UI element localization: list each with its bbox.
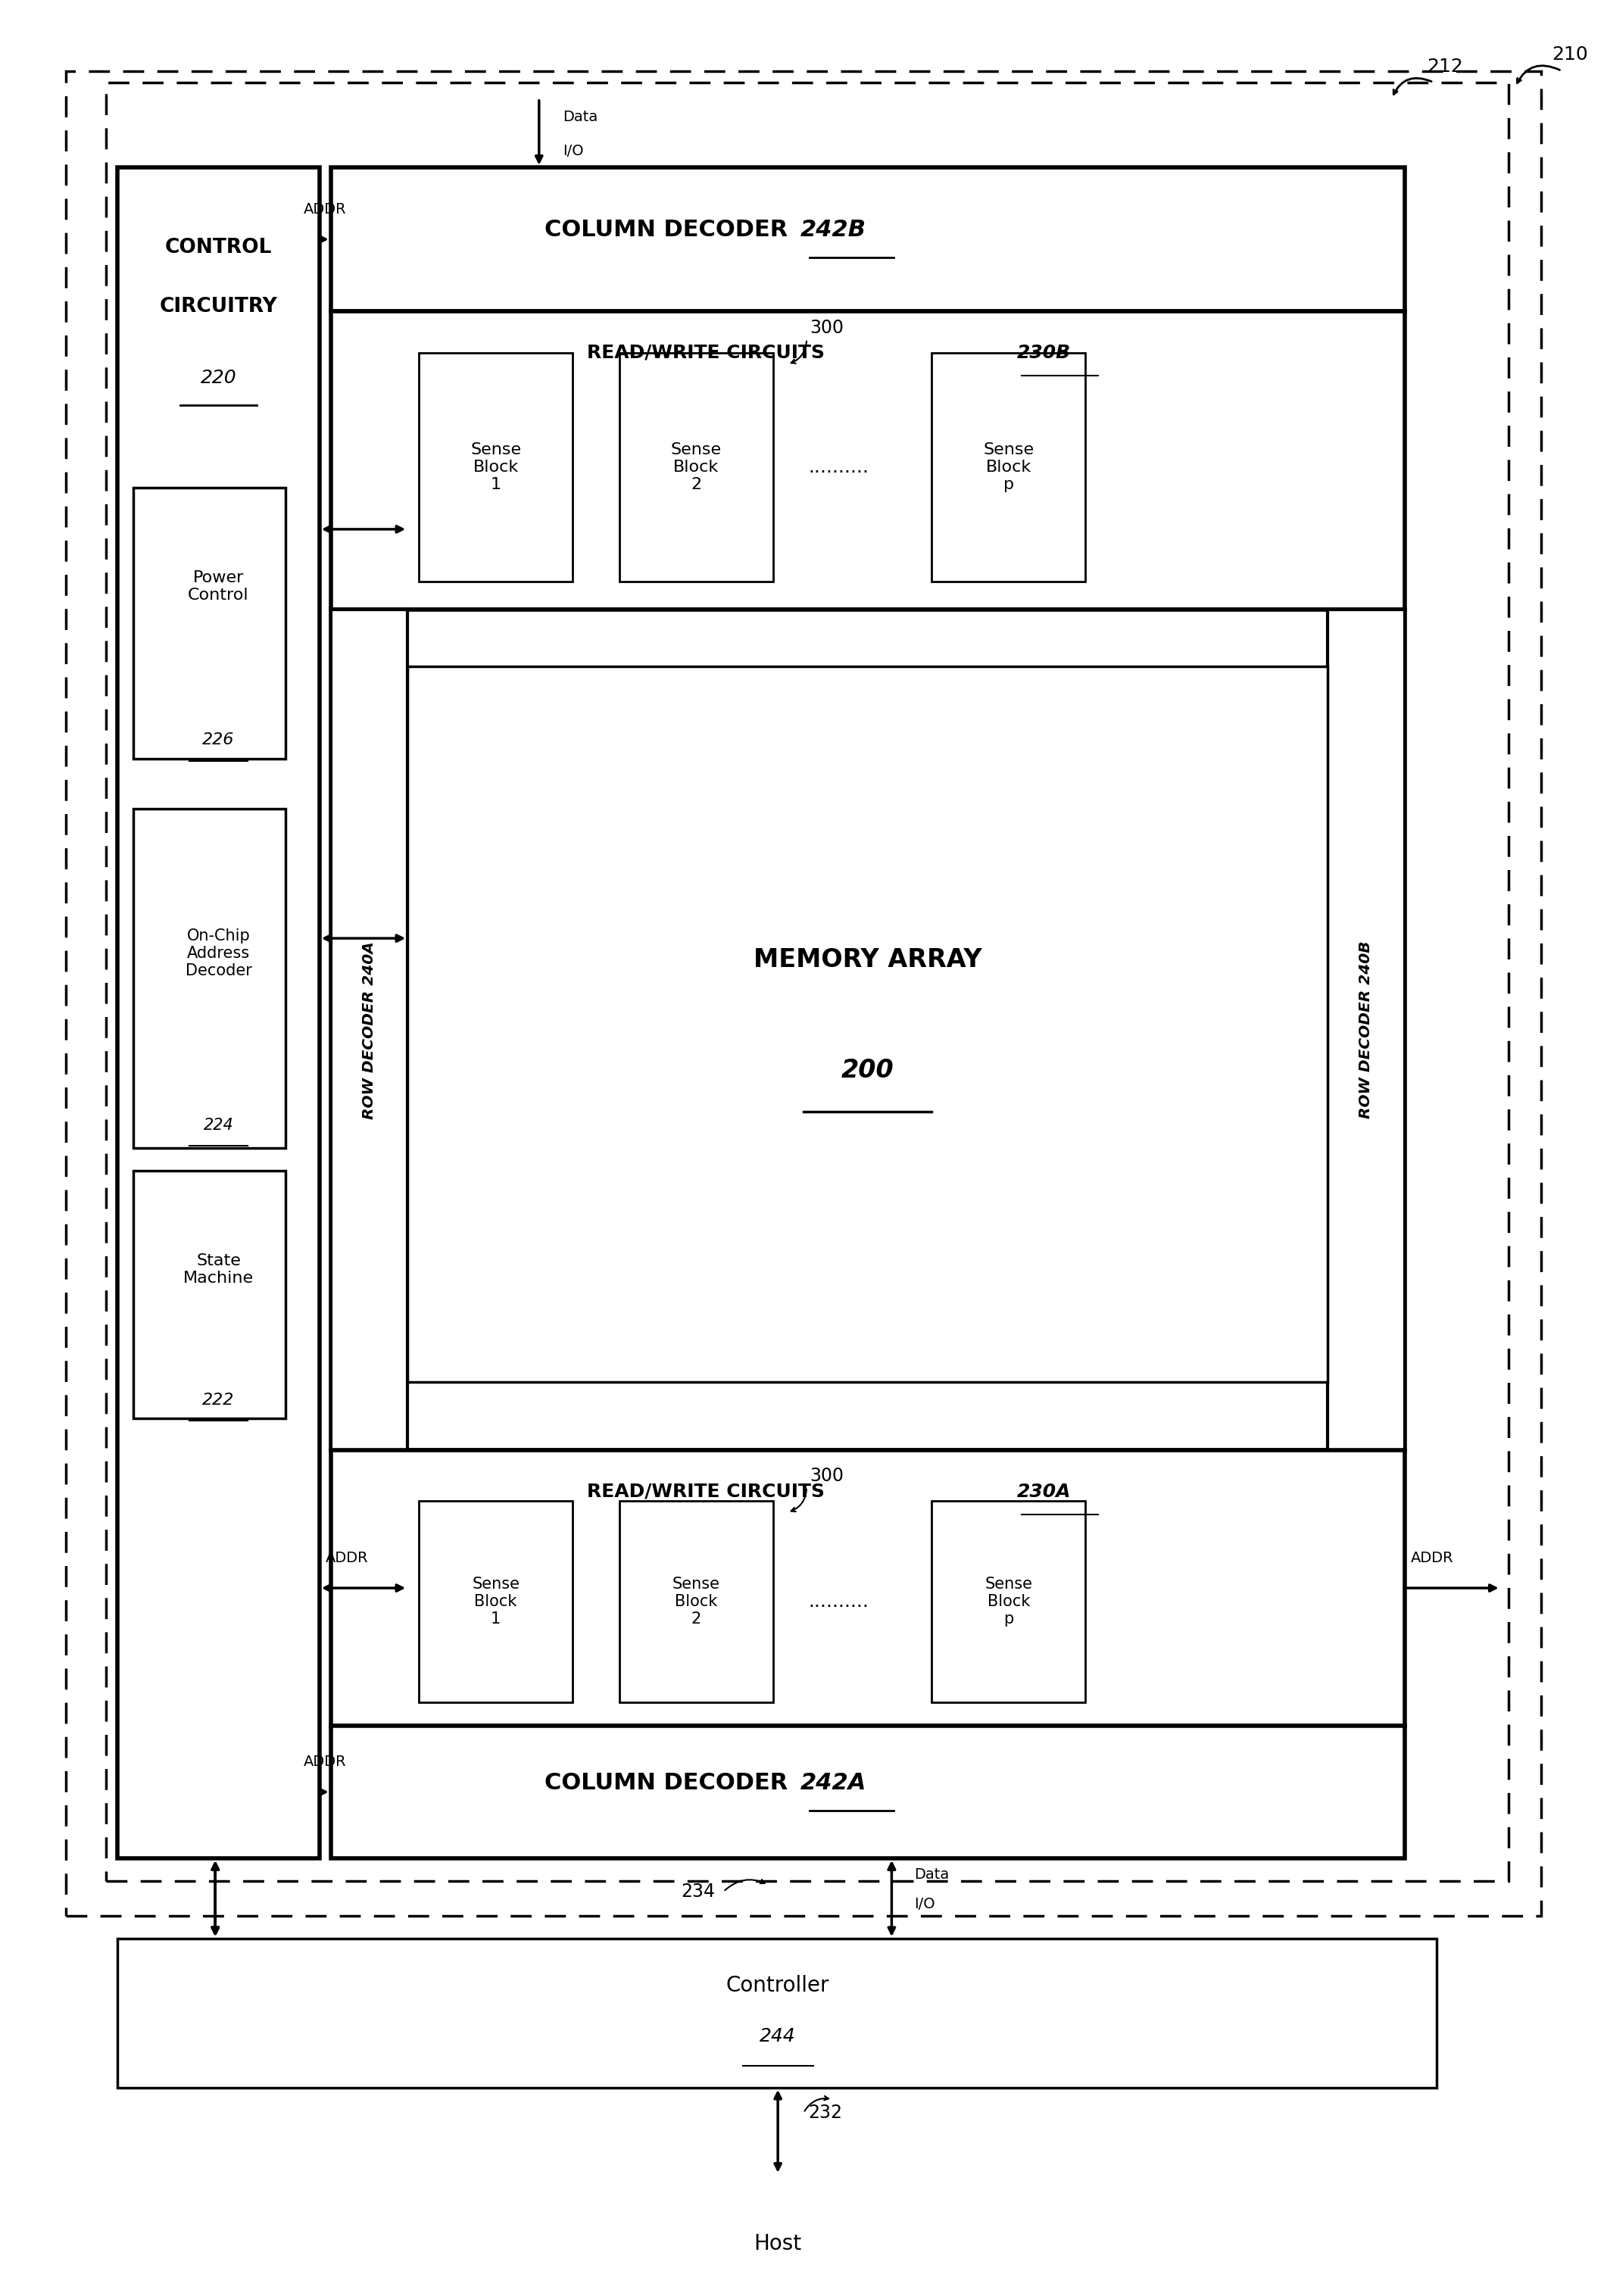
Text: Data: Data: [562, 110, 598, 124]
FancyBboxPatch shape: [331, 312, 1405, 608]
Text: I/O: I/O: [914, 1896, 935, 1913]
FancyBboxPatch shape: [331, 608, 408, 1451]
Text: 230B: 230B: [1017, 344, 1070, 363]
FancyBboxPatch shape: [331, 608, 1405, 1451]
Text: ..........: ..........: [808, 1593, 869, 1612]
Text: 242A: 242A: [800, 1773, 866, 1793]
Text: Data: Data: [914, 1867, 950, 1883]
Text: 210: 210: [1551, 46, 1588, 64]
Text: ADDR: ADDR: [304, 1754, 347, 1770]
Text: READ/WRITE CIRCUITS: READ/WRITE CIRCUITS: [587, 344, 831, 363]
Text: 220: 220: [201, 370, 236, 388]
FancyBboxPatch shape: [619, 1502, 773, 1704]
Text: READ/WRITE CIRCUITS: READ/WRITE CIRCUITS: [587, 1483, 831, 1502]
FancyBboxPatch shape: [1327, 608, 1405, 1451]
FancyBboxPatch shape: [619, 354, 773, 581]
Text: 230A: 230A: [1017, 1483, 1070, 1502]
Text: 232: 232: [808, 2103, 842, 2122]
FancyBboxPatch shape: [331, 1727, 1405, 1857]
Text: 212: 212: [1427, 57, 1462, 76]
Text: State
Machine: State Machine: [183, 1254, 254, 1286]
Text: Host: Host: [754, 2234, 802, 2255]
Text: 234: 234: [681, 1883, 715, 1901]
Text: CONTROL: CONTROL: [166, 236, 272, 257]
Text: Sense
Block
1: Sense Block 1: [472, 1577, 519, 1628]
Text: 222: 222: [202, 1394, 235, 1407]
FancyBboxPatch shape: [133, 1171, 286, 1419]
Text: Sense
Block
2: Sense Block 2: [672, 1577, 720, 1628]
Text: 224: 224: [204, 1118, 233, 1132]
Text: ROW DECODER 240A: ROW DECODER 240A: [362, 941, 376, 1118]
Text: Controller: Controller: [726, 1975, 829, 1995]
FancyBboxPatch shape: [331, 168, 1405, 312]
Text: I/O: I/O: [562, 145, 583, 158]
Text: Sense
Block
p: Sense Block p: [983, 443, 1033, 491]
Text: CIRCUITRY: CIRCUITRY: [159, 296, 278, 317]
FancyBboxPatch shape: [408, 666, 1327, 1382]
Text: 200: 200: [840, 1058, 893, 1084]
Text: MEMORY ARRAY: MEMORY ARRAY: [754, 948, 982, 974]
Text: Sense
Block
p: Sense Block p: [985, 1577, 1033, 1628]
Text: COLUMN DECODER: COLUMN DECODER: [545, 1773, 795, 1793]
Text: Power
Control: Power Control: [188, 569, 249, 604]
Text: 226: 226: [202, 732, 235, 748]
Text: 300: 300: [810, 1467, 844, 1486]
Text: ..........: ..........: [808, 459, 869, 478]
FancyBboxPatch shape: [932, 1502, 1086, 1704]
Text: On-Chip
Address
Decoder: On-Chip Address Decoder: [185, 928, 252, 978]
Text: ADDR: ADDR: [1411, 1550, 1454, 1566]
FancyBboxPatch shape: [133, 489, 286, 758]
Text: Sense
Block
1: Sense Block 1: [471, 443, 521, 491]
FancyBboxPatch shape: [133, 808, 286, 1148]
Text: 244: 244: [760, 2027, 795, 2046]
Text: COLUMN DECODER: COLUMN DECODER: [545, 218, 795, 241]
Text: Sense
Block
2: Sense Block 2: [670, 443, 722, 491]
FancyBboxPatch shape: [419, 354, 572, 581]
Text: 300: 300: [810, 319, 844, 338]
FancyBboxPatch shape: [419, 1502, 572, 1704]
FancyBboxPatch shape: [932, 354, 1086, 581]
FancyBboxPatch shape: [331, 1451, 1405, 1727]
Text: ROW DECODER 240B: ROW DECODER 240B: [1360, 941, 1374, 1118]
Text: 242B: 242B: [800, 218, 866, 241]
FancyBboxPatch shape: [117, 1938, 1437, 2087]
FancyBboxPatch shape: [117, 168, 320, 1857]
Text: ADDR: ADDR: [326, 1550, 368, 1566]
Text: ADDR: ADDR: [304, 202, 347, 216]
